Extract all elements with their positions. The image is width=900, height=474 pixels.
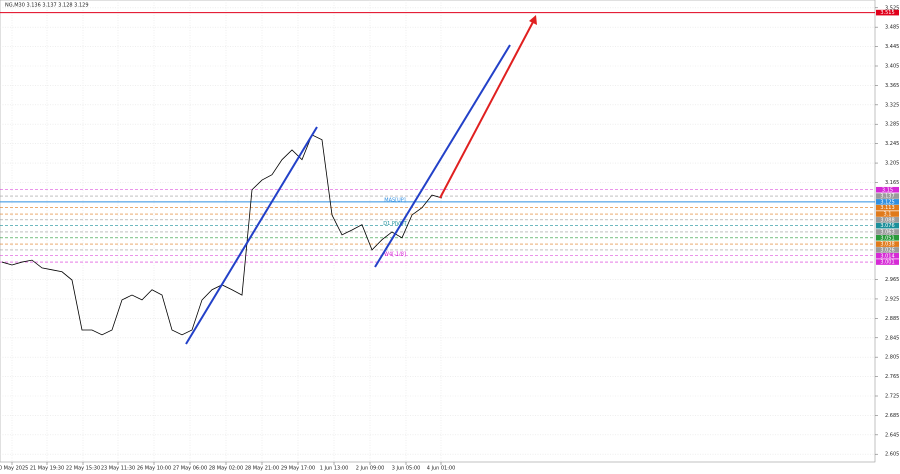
x-tick-label: 4 Jun 01:00 xyxy=(427,466,456,472)
y-tick-label: 3.485 xyxy=(885,25,899,31)
x-tick-label: 3 Jun 05:00 xyxy=(392,466,421,472)
price-label: 3.137 xyxy=(880,194,894,200)
price-label: 3.1 xyxy=(884,212,892,218)
arrow-head xyxy=(529,15,537,25)
x-tick-label: 23 May 11:30 xyxy=(101,466,135,472)
y-tick-label: 3.245 xyxy=(885,141,899,147)
y-tick-label: 3.525 xyxy=(885,5,899,11)
price-box xyxy=(876,211,899,217)
level-annotation: D1 PIVOT xyxy=(383,221,407,227)
price-box xyxy=(876,204,899,211)
price-label: 3.15 xyxy=(882,187,893,193)
plot-frame xyxy=(0,0,876,463)
y-tick-label: 2.725 xyxy=(885,394,899,400)
axes: 3.525 3.485 3.445 3.405 3.365 3.325 3.285 3.245… xyxy=(0,5,899,471)
price-label: 3.125 xyxy=(880,199,894,205)
y-tick-label: 3.165 xyxy=(885,180,899,186)
price-box xyxy=(876,9,899,16)
arrow-line xyxy=(439,21,534,199)
x-tick-label: 29 May 17:00 xyxy=(281,466,315,472)
price-box xyxy=(876,247,899,253)
y-tick-label: 2.605 xyxy=(885,452,899,458)
price-box xyxy=(876,222,899,229)
price-label: 3.063 xyxy=(880,229,894,235)
x-tick-label: 2 Jun 09:00 xyxy=(356,466,385,472)
price-box xyxy=(876,252,899,259)
price-box xyxy=(876,259,899,265)
y-tick-label: 2.645 xyxy=(885,432,899,438)
trend-line xyxy=(185,126,318,345)
y-tick-label: 2.965 xyxy=(885,277,899,283)
price-box xyxy=(876,241,899,247)
y-tick-label: 2.925 xyxy=(885,296,899,302)
y-tick-label: 3.285 xyxy=(885,122,899,128)
y-tick-label: 3.365 xyxy=(885,83,899,89)
x-tick-label: 28 May 21:00 xyxy=(245,466,279,472)
y-tick-label: 2.765 xyxy=(885,374,899,380)
price-label: 3.001 xyxy=(880,260,894,266)
levels: MAS[UP] D1 PIVOT W4[-1/8] xyxy=(0,12,875,263)
level-annotation: MAS[UP] xyxy=(384,197,406,203)
grid xyxy=(0,0,875,462)
price-label: 3.515 xyxy=(880,10,894,16)
x-tick-label: 22 May 15:30 xyxy=(66,466,100,472)
y-tick-label: 3.405 xyxy=(885,64,899,70)
price-box xyxy=(876,217,899,223)
y-tick-label: 2.885 xyxy=(885,316,899,322)
x-tick-label: 28 May 02:00 xyxy=(209,466,243,472)
y-tick-label: 2.685 xyxy=(885,413,899,419)
trend-line xyxy=(374,44,511,268)
x-tick-label: 27 May 06:00 xyxy=(173,466,207,472)
chart-title: NG,M30 3.136 3.137 3.128 3.129 xyxy=(5,3,89,9)
y-tick-label: 3.445 xyxy=(885,44,899,50)
price-label: 3.026 xyxy=(880,247,894,253)
price-box xyxy=(876,234,899,241)
y-tick-label: 2.845 xyxy=(885,335,899,341)
price-box xyxy=(876,199,899,205)
price-label: 3.076 xyxy=(880,223,894,229)
price-label: 3.051 xyxy=(880,235,894,241)
price-label: 3.113 xyxy=(880,205,894,211)
x-tick-label: 20 May 2025 xyxy=(0,466,28,472)
price-label: 3.088 xyxy=(880,217,894,223)
price-box xyxy=(876,229,899,235)
level-annotation: W4[-1/8] xyxy=(384,251,406,257)
price-label: 3.038 xyxy=(880,242,894,248)
x-tick-label: 21 May 19:30 xyxy=(30,466,64,472)
price-box xyxy=(876,186,899,193)
y-tick-label: 3.325 xyxy=(885,102,899,108)
x-tick-label: 1 Jun 13:00 xyxy=(320,466,349,472)
y-tick-label: 3.205 xyxy=(885,161,899,167)
x-tick-label: 26 May 10:00 xyxy=(137,466,171,472)
price-box xyxy=(876,193,899,199)
price-label: 3.014 xyxy=(880,253,894,259)
y-tick-label: 2.805 xyxy=(885,355,899,361)
